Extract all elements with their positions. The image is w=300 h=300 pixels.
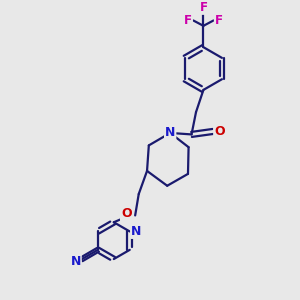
Text: N: N xyxy=(165,126,175,140)
Text: F: F xyxy=(215,14,223,27)
Text: O: O xyxy=(121,207,132,220)
Text: F: F xyxy=(184,14,192,27)
Text: N: N xyxy=(131,225,141,238)
Text: F: F xyxy=(200,1,207,14)
Text: N: N xyxy=(70,255,81,268)
Text: O: O xyxy=(214,125,225,138)
